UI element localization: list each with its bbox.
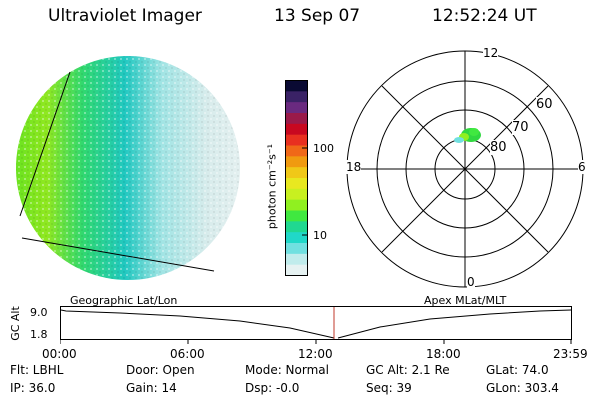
timeline-y-max: 9.0	[30, 306, 48, 319]
polar-label-0: 0	[467, 275, 475, 289]
door-label: Door: Open	[126, 363, 195, 377]
colorbar-unit-label: photon cm⁻²s⁻¹	[265, 143, 279, 230]
colorbar-band	[285, 210, 308, 222]
colorbar	[285, 80, 308, 276]
timeline-y-min: 1.8	[30, 328, 48, 341]
colorbar-band	[285, 243, 308, 255]
x-tick-2359: 23:59	[553, 347, 588, 361]
colorbar-tick-10: 10	[313, 229, 327, 242]
colorbar-band	[285, 199, 308, 211]
colorbar-band	[285, 188, 308, 201]
timeline-left-label: Geographic Lat/Lon	[70, 294, 178, 307]
x-tick-1200: 12:00	[298, 347, 333, 361]
polar-label-6: 6	[578, 160, 586, 174]
earth-uv-image	[16, 56, 240, 280]
colorbar-band	[285, 221, 308, 233]
colorbar-band	[285, 113, 308, 125]
colorbar-band	[285, 156, 308, 168]
terminator-line-2	[21, 237, 215, 272]
polar-ring-60: 60	[536, 97, 553, 112]
colorbar-band	[285, 102, 308, 114]
polar-ring-80: 80	[490, 140, 507, 155]
polar-plot	[346, 50, 584, 288]
x-tick-0000: 00:00	[42, 347, 77, 361]
seq-label: Seq: 39	[366, 381, 412, 395]
colorbar-band	[285, 134, 308, 146]
colorbar-tick-100: 100	[313, 142, 334, 155]
timeline-plot	[60, 306, 572, 344]
timeline-y-title: GC Alt	[8, 306, 22, 341]
gain-label: Gain: 14	[126, 381, 177, 395]
aurora-patch	[454, 128, 481, 143]
colorbar-band	[285, 232, 308, 244]
time-label: 12:52:24 UT	[432, 6, 537, 26]
dsp-label: Dsp: -0.0	[245, 381, 300, 395]
polar-label-18: 18	[346, 160, 362, 174]
polar-ring-70: 70	[512, 120, 529, 135]
timeline-right-label: Apex MLat/MLT	[424, 294, 507, 307]
colorbar-band	[285, 80, 308, 92]
colorbar-band	[285, 167, 308, 179]
colorbar-band	[285, 178, 308, 190]
instrument-title: Ultraviolet Imager	[48, 6, 202, 26]
colorbar-band	[285, 123, 308, 136]
colorbar-band	[285, 91, 308, 103]
polar-label-12: 12	[483, 46, 499, 60]
colorbar-band	[285, 264, 308, 276]
colorbar-band	[285, 145, 308, 157]
terminator-line-1	[19, 71, 71, 217]
date-label: 13 Sep 07	[274, 6, 361, 26]
glon-label: GLon: 303.4	[486, 381, 559, 395]
x-tick-1800: 18:00	[426, 347, 461, 361]
x-tick-0600: 06:00	[170, 347, 205, 361]
ip-label: IP: 36.0	[10, 381, 56, 395]
filter-label: Flt: LBHL	[10, 363, 64, 377]
gc-alt-label: GC Alt: 2.1 Re	[366, 363, 450, 377]
colorbar-band	[285, 253, 308, 266]
glat-label: GLat: 74.0	[486, 363, 549, 377]
mode-label: Mode: Normal	[245, 363, 329, 377]
